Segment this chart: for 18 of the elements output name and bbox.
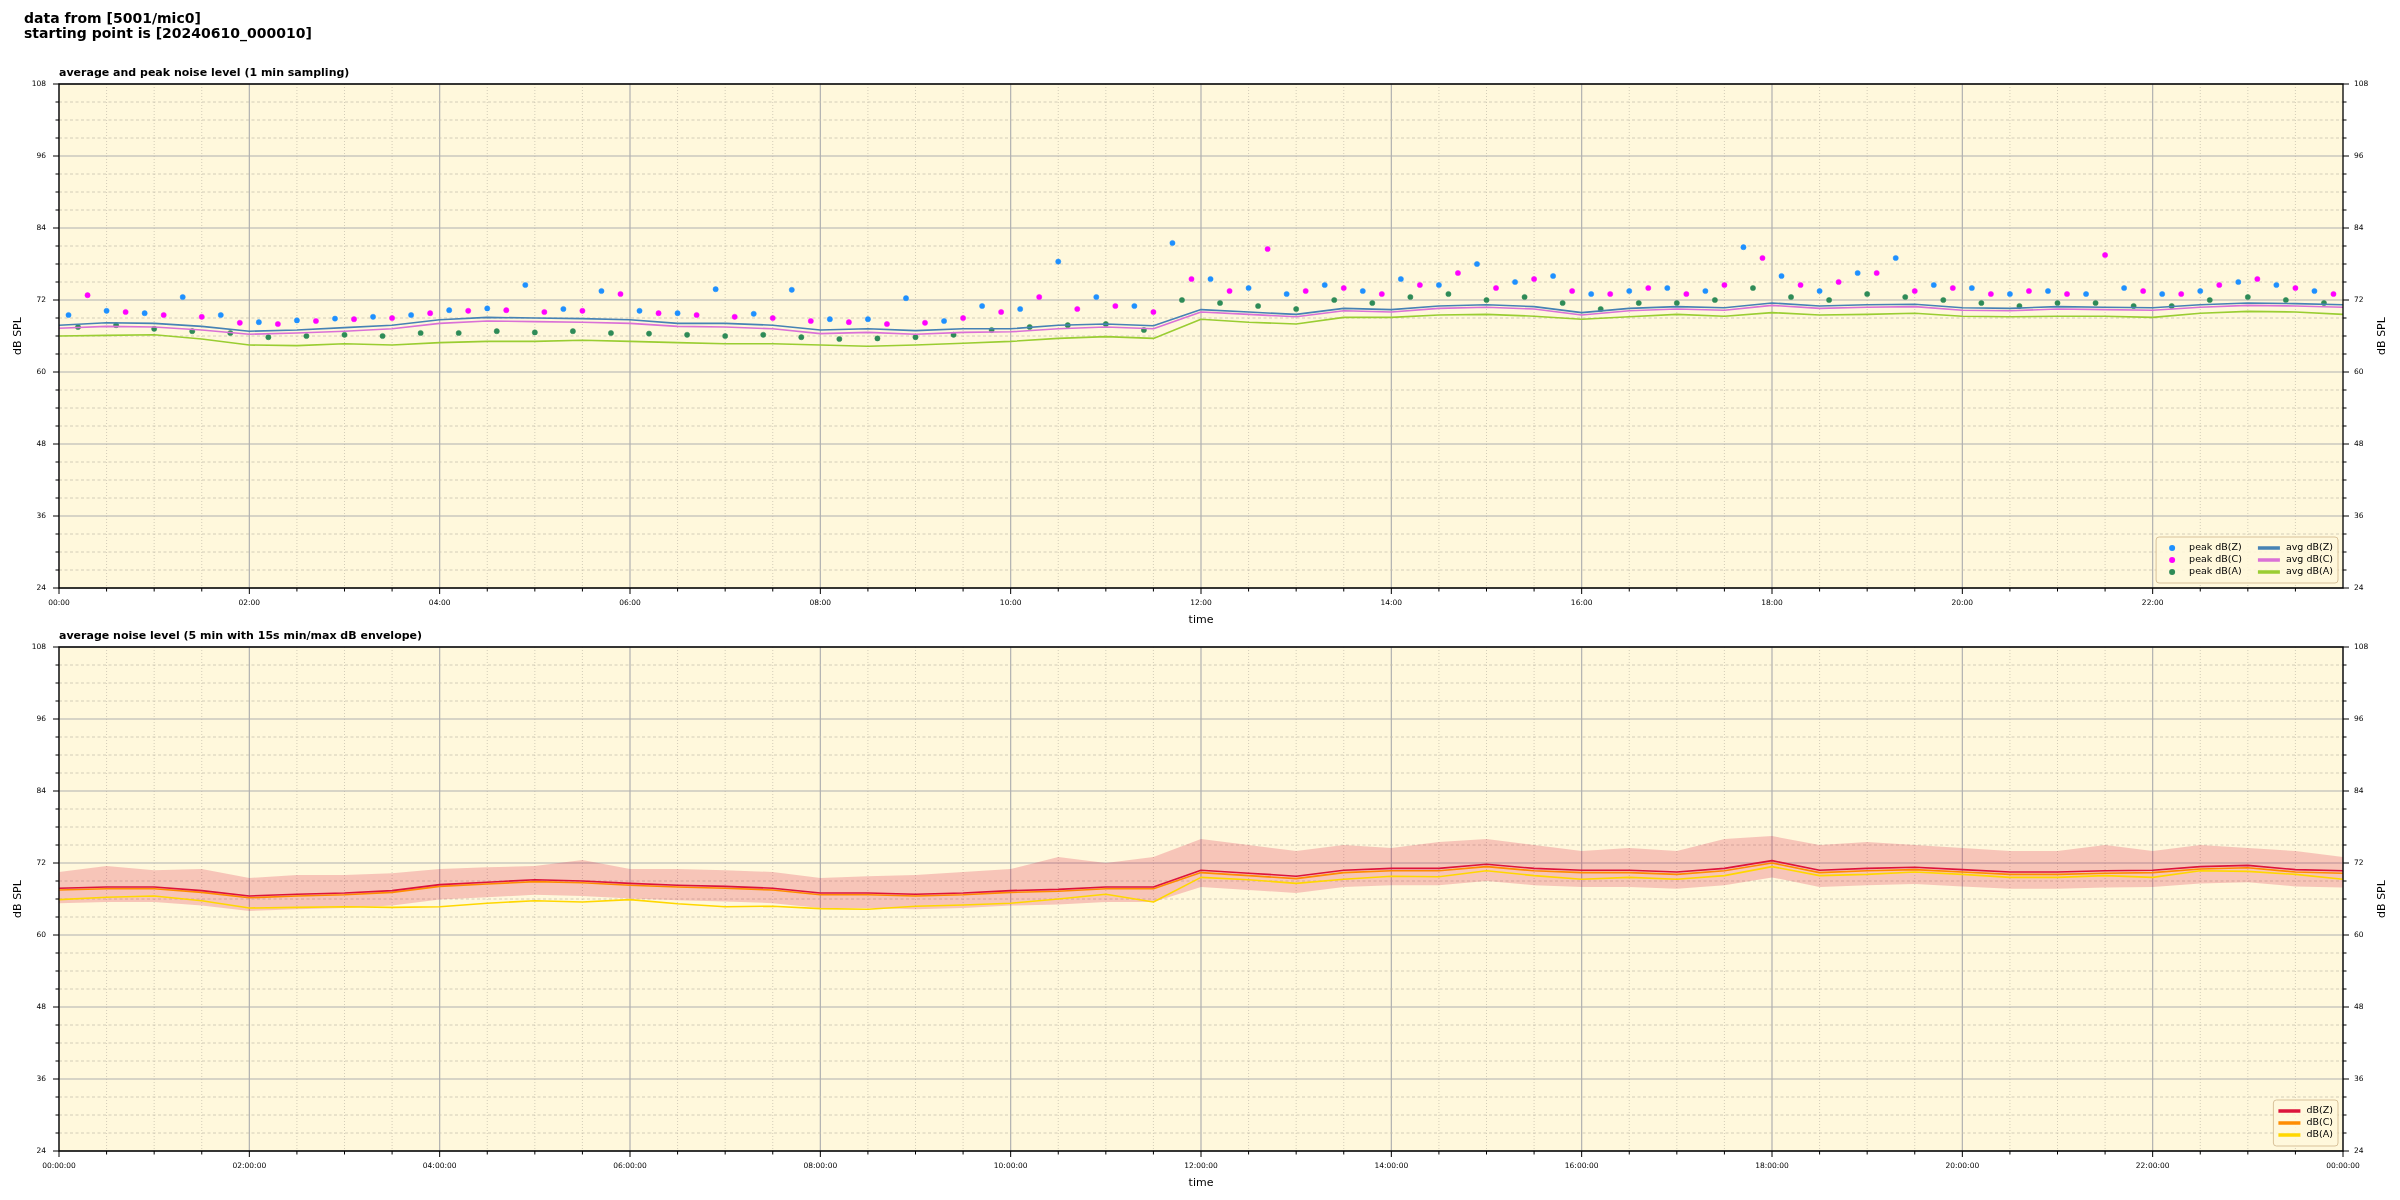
legend-label: dB(A)	[2306, 1128, 2333, 1140]
x-axis-title: time	[1188, 1175, 1214, 1189]
chart-title: average noise level (5 min with 15s min/max dB envelope)	[59, 629, 423, 642]
x-axis-title: time	[1188, 612, 1214, 626]
y2-axis-title: dB SPL	[2374, 316, 2388, 355]
y2-axis-title: dB SPL	[2374, 879, 2388, 918]
legend-label: dB(Z)	[2306, 1104, 2333, 1116]
legend-label: peak dB(Z)	[2189, 541, 2242, 553]
legend-label: avg dB(Z)	[2285, 541, 2333, 553]
chart-subtitle: average and peak noise level (1 min sampling)	[59, 66, 350, 79]
y-axis-title: dB SPL	[10, 879, 24, 918]
legend-label: dB(C)	[2306, 1116, 2333, 1128]
legend-label: peak dB(A)	[2189, 565, 2242, 577]
y-axis-title: dB SPL	[10, 316, 24, 355]
chart-title: data from [5001/mic0] starting point is [20240610_000010]	[24, 9, 312, 42]
legend-label: peak dB(C)	[2189, 553, 2242, 565]
legend-label: avg dB(C)	[2285, 553, 2334, 565]
legend-label: avg dB(A)	[2285, 565, 2333, 577]
